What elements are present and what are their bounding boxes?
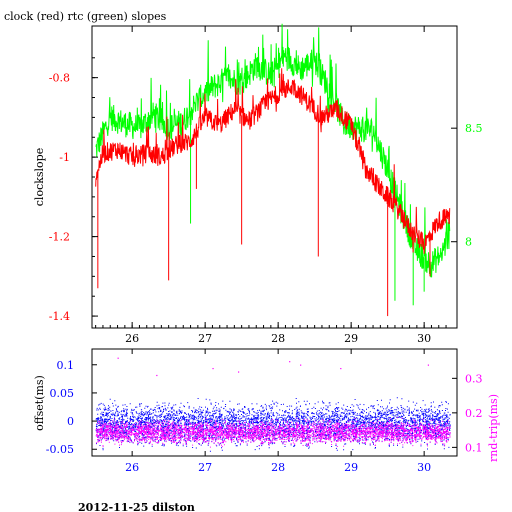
top-y-tick-label: -0.8: [49, 72, 70, 85]
bottom-x-tick-label: 27: [198, 461, 212, 474]
bottom-y-axis-label: offset(ms): [33, 375, 46, 431]
bottom-panel: 26 27 28 29 30 0.1 0.05 0 -0.05 0.3 0.2 0.1 offset(…: [33, 348, 500, 474]
top-y-tick-label: -1.2: [49, 231, 70, 244]
bottom-y2-tick-label: 0.1: [465, 441, 483, 454]
bottom-axes: 26 27 28 29 30 0.1 0.05 0 -0.05 0.3 0.2 0.1: [46, 349, 483, 474]
bottom-y-tick-label: 0: [67, 415, 74, 428]
bottom-x-tick-label: 29: [344, 461, 358, 474]
top-x-tick-label: 29: [344, 332, 358, 345]
scatter-outlier-roundtrip: [238, 371, 240, 373]
bottom-x-tick-label: 26: [125, 461, 139, 474]
bottom-y2-tick-label: 0.3: [465, 372, 483, 385]
top-x-tick-label: 26: [125, 332, 139, 345]
bottom-y-tick-label: 0.05: [50, 387, 75, 400]
top-y-tick-label: -1.4: [49, 310, 70, 323]
top-x-tick-label: 30: [417, 332, 431, 345]
top-panel: 26 27 28 29 30 -0.8 -1 -1.2 -1.4 8.5 8 clockslope: [33, 23, 483, 345]
bottom-y2-tick-label: 0.2: [465, 407, 483, 420]
scatter-outlier-roundtrip: [340, 367, 342, 370]
bottom-plot-area: [95, 357, 451, 452]
top-x-tick-label: 27: [198, 332, 212, 345]
scatter-outlier-roundtrip: [427, 364, 429, 366]
chart-title: clock (red) rtc (green) slopes: [4, 10, 167, 23]
bottom-y2-axis-label: rnd-trip(ms): [487, 394, 500, 462]
scatter-outlier-roundtrip: [117, 357, 119, 359]
bottom-y-tick-label: 0.1: [57, 359, 75, 372]
scatter-outlier-roundtrip: [212, 367, 214, 370]
top-plot-area: [95, 23, 451, 317]
top-y2-tick-label: 8: [465, 236, 472, 249]
scatter-outlier-roundtrip: [300, 364, 302, 366]
top-y2-tick-label: 8.5: [465, 122, 483, 135]
scatter-outlier-roundtrip: [289, 361, 291, 363]
series-line-clock: [95, 68, 451, 254]
top-axes: 26 27 28 29 30 -0.8 -1 -1.2 -1.4 8.5 8: [49, 26, 483, 345]
top-y-tick-label: -1: [59, 151, 70, 164]
bottom-x-tick-label: 28: [271, 461, 285, 474]
bottom-frame: [91, 348, 458, 457]
scatter-points-roundtrip: [95, 417, 451, 448]
scatter-points-offset: [95, 397, 451, 452]
footer-label: 2012-11-25 dilston: [78, 501, 195, 512]
scatter-outlier-roundtrip: [156, 374, 158, 377]
top-x-tick-label: 28: [271, 332, 285, 345]
top-y-axis-label: clockslope: [33, 148, 46, 206]
bottom-x-tick-label: 30: [417, 461, 431, 474]
bottom-y-tick-label: -0.05: [46, 443, 74, 456]
